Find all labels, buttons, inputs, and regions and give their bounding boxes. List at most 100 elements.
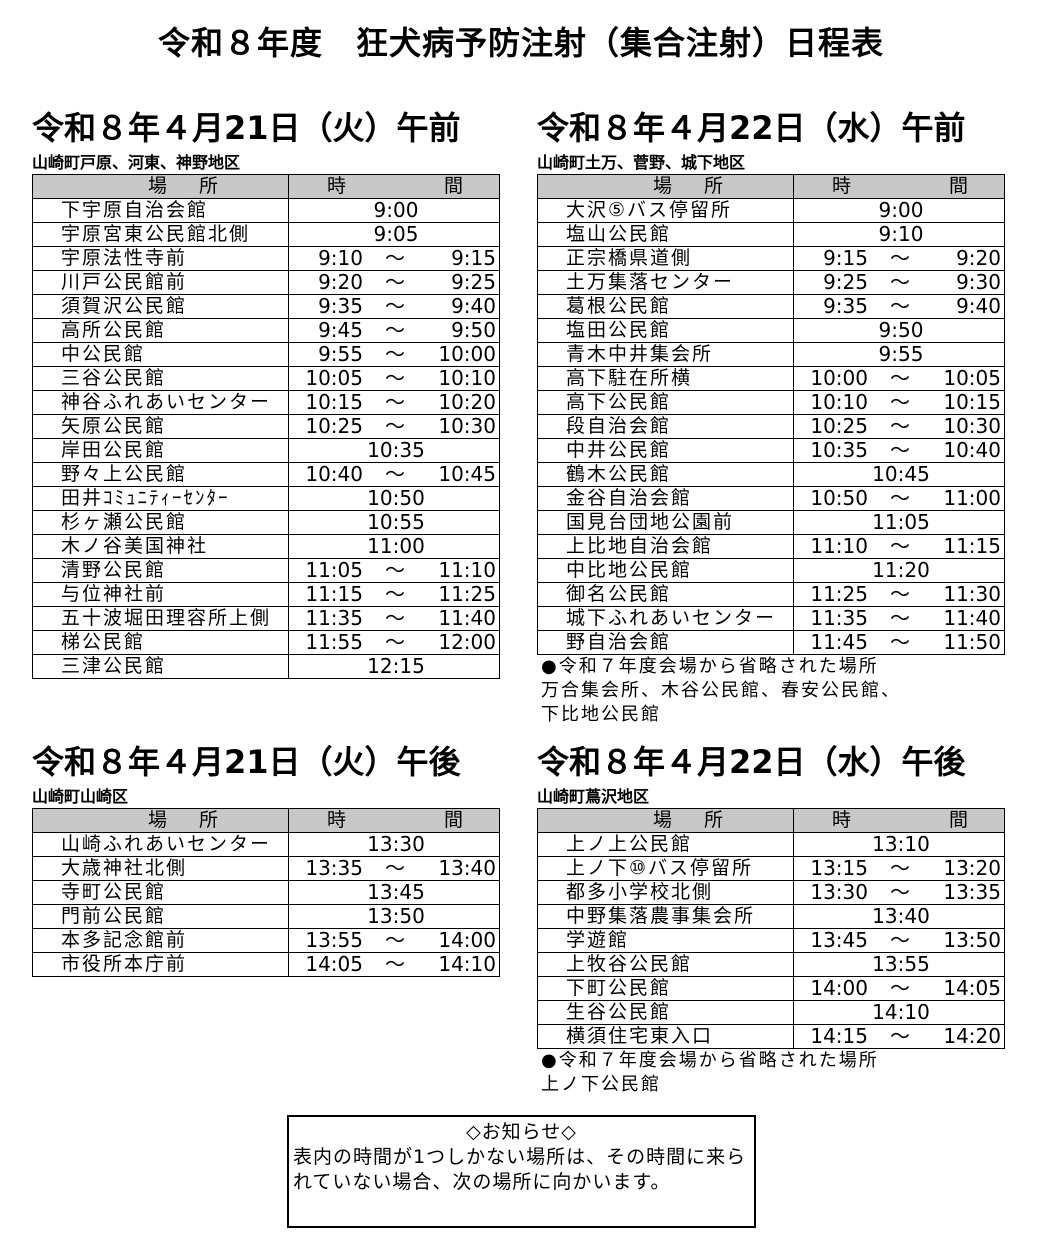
table-row: 塩山公民館 9:10 <box>537 222 1005 247</box>
area-label: 山崎町土万、菅野、城下地区 <box>537 153 746 172</box>
tilde: ～ <box>890 606 910 630</box>
page-title: 令和８年度 狂犬病予防注射（集合注射）日程表 <box>157 24 884 62</box>
time: 10:55 <box>367 510 425 534</box>
area-label: 山崎町山崎区 <box>32 787 129 806</box>
time-column-header: 時間 <box>288 808 500 833</box>
block-heading: 令和８年４月21日（火）午前 <box>32 109 461 147</box>
header-char: 所 <box>198 809 218 831</box>
start-time: 10:25 <box>810 414 868 438</box>
place-cell: 大歳神社北側 <box>32 856 289 881</box>
start-time: 14:05 <box>305 952 363 976</box>
place-cell: 宇原法性寺前 <box>32 246 289 271</box>
schedule-table: 場所時間大沢⑤バス停留所 9:00 塩山公民館 9:10 正宗橋県道側 9:15 ～ 9:20… <box>537 174 1005 655</box>
table-header-row: 場所時間 <box>537 174 1005 199</box>
table-row: 大歳神社北側 13:35 ～ 13:40 <box>32 856 500 881</box>
time-column-header: 時間 <box>793 174 1005 199</box>
table-row: 梯公民館 11:55 ～ 12:00 <box>32 630 500 655</box>
start-time: 10:50 <box>810 486 868 510</box>
table-row: 葛根公民館 9:35 ～ 9:40 <box>537 294 1005 319</box>
table-row: 御名公民館 11:25 ～ 11:30 <box>537 582 1005 607</box>
table-row: 門前公民館 13:50 <box>32 904 500 929</box>
table-row: 木ノ谷美国神社 11:00 <box>32 534 500 559</box>
table-row: 国見台団地公園前 11:05 <box>537 510 1005 535</box>
place-header-text: 場所 <box>33 809 288 832</box>
place-cell: 木ノ谷美国神社 <box>32 534 289 559</box>
place-cell: 本多記念館前 <box>32 928 289 953</box>
time-cell: 14:10 <box>793 1000 1005 1025</box>
end-time: 9:30 <box>956 270 1001 294</box>
start-time: 11:10 <box>810 534 868 558</box>
time-cell: 13:50 <box>288 904 500 929</box>
start-time: 13:35 <box>305 856 363 880</box>
start-time: 10:35 <box>810 438 868 462</box>
tilde: ～ <box>385 390 405 414</box>
end-time: 9:40 <box>451 294 496 318</box>
end-time: 14:10 <box>438 952 496 976</box>
end-time: 11:40 <box>943 606 1001 630</box>
table-row: 鶴木公民館 10:45 <box>537 462 1005 487</box>
tilde: ～ <box>890 1024 910 1048</box>
time-cell: 9:15 ～ 9:20 <box>793 246 1005 271</box>
tilde: ～ <box>890 270 910 294</box>
start-time: 10:25 <box>305 414 363 438</box>
end-time: 13:20 <box>943 856 1001 880</box>
end-time: 13:50 <box>943 928 1001 952</box>
time-cell: 10:25 ～ 10:30 <box>793 414 1005 439</box>
end-time: 13:35 <box>943 880 1001 904</box>
time-header-text: 時間 <box>794 175 1004 198</box>
table-row: 山崎ふれあいセンター 13:30 <box>32 832 500 857</box>
tilde: ～ <box>890 630 910 654</box>
start-time: 9:35 <box>318 294 363 318</box>
end-time: 11:40 <box>438 606 496 630</box>
time: 11:00 <box>367 534 425 558</box>
time-cell: 10:35 ～ 10:40 <box>793 438 1005 463</box>
table-row: 生谷公民館 14:10 <box>537 1000 1005 1025</box>
tilde: ～ <box>385 928 405 952</box>
tilde: ～ <box>890 246 910 270</box>
time-cell: 13:55 ～ 14:00 <box>288 928 500 953</box>
start-time: 11:45 <box>810 630 868 654</box>
end-time: 11:10 <box>438 558 496 582</box>
table-row: 寺町公民館 13:45 <box>32 880 500 905</box>
start-time: 13:55 <box>305 928 363 952</box>
table-row: 川戸公民館前 9:20 ～ 9:25 <box>32 270 500 295</box>
table-header-row: 場所時間 <box>32 174 500 199</box>
place-cell: 高下公民館 <box>537 390 794 415</box>
time-cell: 11:25 ～ 11:30 <box>793 582 1005 607</box>
tilde: ～ <box>385 318 405 342</box>
table-row: 青木中井集会所 9:55 <box>537 342 1005 367</box>
area-label: 山崎町蔦沢地区 <box>537 787 650 806</box>
place-cell: 中井公民館 <box>537 438 794 463</box>
table-row: 城下ふれあいセンター 11:35 ～ 11:40 <box>537 606 1005 631</box>
table-row: 土万集落センター 9:25 ～ 9:30 <box>537 270 1005 295</box>
schedule-table: 場所時間下宇原自治会館 9:00 宇原宮東公民館北側 9:05 宇原法性寺前 9:10 ～ 9… <box>32 174 500 679</box>
tilde: ～ <box>385 630 405 654</box>
time: 10:35 <box>367 438 425 462</box>
time-cell: 11:45 ～ 11:50 <box>793 630 1005 655</box>
tilde: ～ <box>385 342 405 366</box>
time-cell: 9:55 <box>793 342 1005 367</box>
time-cell: 11:10 ～ 11:15 <box>793 534 1005 559</box>
place-cell: 宇原宮東公民館北側 <box>32 222 289 247</box>
end-time: 9:25 <box>451 270 496 294</box>
tilde: ～ <box>385 294 405 318</box>
table-row: 横須住宅東入口 14:15 ～ 14:20 <box>537 1024 1005 1049</box>
place-column-header: 場所 <box>32 174 289 199</box>
table-row: 与位神社前 11:15 ～ 11:25 <box>32 582 500 607</box>
tilde: ～ <box>890 582 910 606</box>
time-header-text: 時間 <box>794 809 1004 832</box>
table-row: 田井ｺﾐｭﾆﾃｨｰｾﾝﾀｰ 10:50 <box>32 486 500 511</box>
time-cell: 13:15 ～ 13:20 <box>793 856 1005 881</box>
start-time: 10:10 <box>810 390 868 414</box>
start-time: 11:15 <box>305 582 363 606</box>
end-time: 14:05 <box>943 976 1001 1000</box>
time: 9:00 <box>878 198 924 222</box>
place-column-header: 場所 <box>537 808 794 833</box>
time-cell: 11:20 <box>793 558 1005 583</box>
header-char: 所 <box>198 175 218 197</box>
table-row: 神谷ふれあいセンター 10:15 ～ 10:20 <box>32 390 500 415</box>
place-header-text: 場所 <box>538 175 793 198</box>
place-cell: 岸田公民館 <box>32 438 289 463</box>
start-time: 11:55 <box>305 630 363 654</box>
place-cell: 横須住宅東入口 <box>537 1024 794 1049</box>
